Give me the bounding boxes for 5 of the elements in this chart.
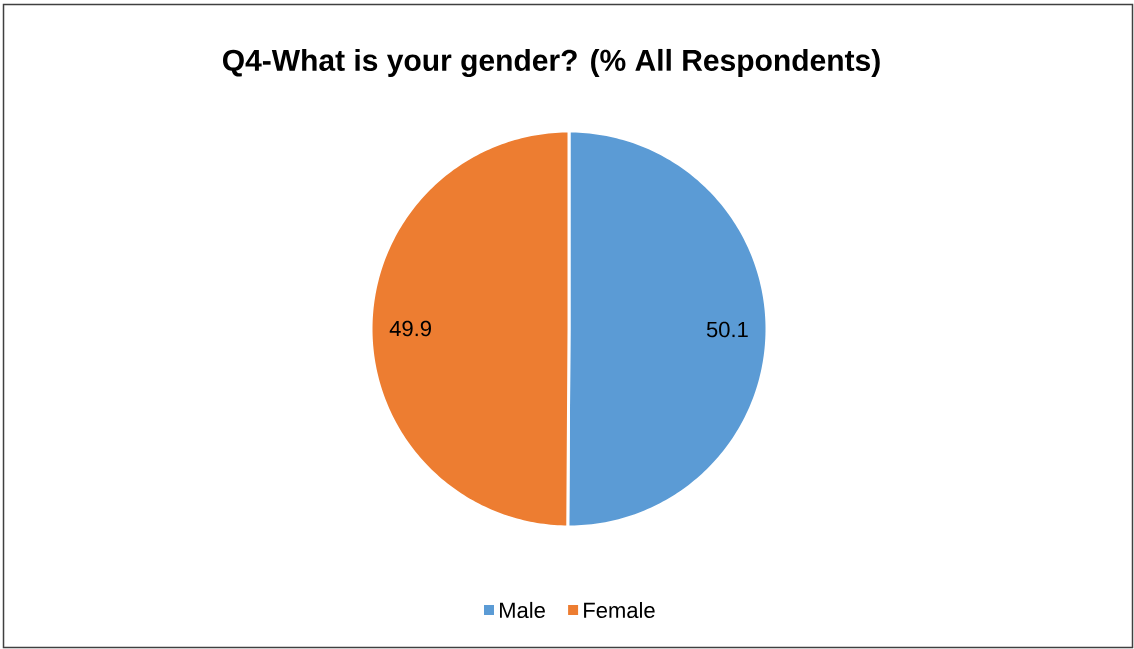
data-label: 50.1 bbox=[706, 321, 748, 338]
data-label: 49.9 bbox=[389, 320, 431, 337]
legend-label: Female bbox=[584, 601, 655, 619]
legend-label: Male bbox=[500, 601, 545, 619]
chart-title: Q4-What is your gender? (% All Respondents) bbox=[222, 48, 880, 78]
